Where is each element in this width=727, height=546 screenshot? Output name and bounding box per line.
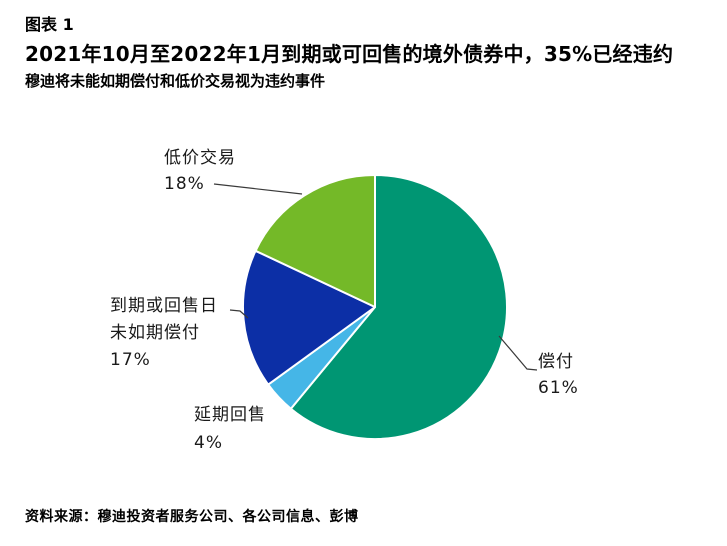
label-deferred-put-pct: 4% [194, 433, 223, 453]
label-low-price-trade-pct: 18% [164, 174, 205, 194]
label-missed-payment-pct: 17% [110, 350, 151, 370]
figure-label: 图表 1 [25, 15, 74, 34]
label-low-price-trade: 低价交易 18% [164, 145, 236, 197]
leader-line-repayment [498, 335, 538, 371]
label-missed-payment: 到期或回售日 未如期偿付 17% [110, 293, 218, 374]
label-repayment-pct: 61% [538, 378, 579, 398]
label-missed-payment-text-1: 到期或回售日 [110, 296, 218, 316]
pie-slice-2 [242, 249, 376, 386]
label-missed-payment-text-2: 未如期偿付 [110, 323, 200, 343]
leader-line-low-price-trade [213, 183, 303, 195]
source-note: 资料来源：穆迪投资者服务公司、各公司信息、彭博 [25, 509, 359, 525]
chart-header: 图表 1 2021年10月至2022年1月到期或可回售的境外债券中，35%已经违… [25, 13, 717, 92]
label-repayment-text: 偿付 [538, 352, 574, 372]
pie-slices [242, 174, 508, 440]
label-deferred-put-text: 延期回售 [194, 405, 266, 425]
label-deferred-put: 延期回售 4% [194, 401, 266, 457]
pie-slice-0 [289, 174, 508, 440]
label-low-price-trade-text: 低价交易 [164, 148, 236, 168]
chart-title: 2021年10月至2022年1月到期或可回售的境外债券中，35%已经违约 [25, 42, 674, 66]
pie-slice-3 [254, 174, 376, 308]
leader-line-missed-payment [229, 309, 249, 319]
chart-subtitle: 穆迪将未能如期偿付和低价交易视为违约事件 [25, 72, 326, 90]
label-repayment: 偿付 61% [538, 349, 579, 401]
